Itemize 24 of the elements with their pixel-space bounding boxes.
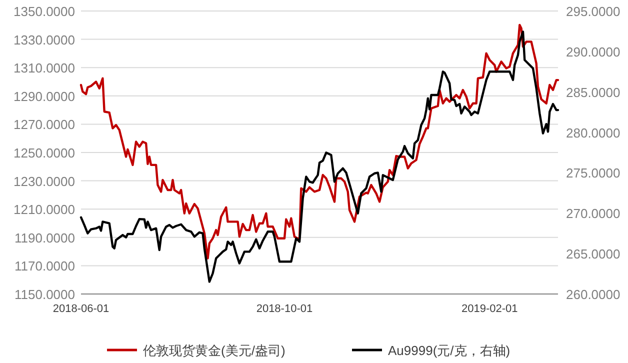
- y2-tick-label: 260.0000: [566, 287, 620, 302]
- y-tick-label: 1250.0000: [14, 146, 75, 160]
- x-tick-label: 2018-10-01: [256, 303, 313, 315]
- y-tick-label: 1330.0000: [14, 32, 75, 48]
- y-tick-label: 1350.0000: [14, 4, 75, 19]
- y-tick-label: 1190.0000: [14, 230, 75, 246]
- y-tick-label: 1230.0000: [14, 174, 75, 189]
- y2-tick-label: 265.0000: [566, 246, 620, 262]
- x-tick-label: 2019-02-01: [461, 303, 518, 315]
- legend-label: 伦敦现货黄金(美元/盎司): [143, 343, 286, 358]
- y2-tick-label: 290.0000: [566, 44, 620, 60]
- y-tick-label: 1170.0000: [14, 258, 75, 274]
- y-tick-label: 1290.0000: [14, 88, 75, 104]
- y-tick-label: 1310.0000: [14, 60, 75, 76]
- y2-tick-label: 270.0000: [566, 206, 620, 222]
- y2-tick-label: 280.0000: [566, 125, 620, 140]
- x-tick-label: 2018-06-01: [52, 303, 110, 315]
- y-tick-label: 1270.0000: [14, 117, 75, 132]
- legend-label: Au9999(元/克，右轴): [388, 343, 510, 358]
- y-tick-label: 1150.0000: [14, 287, 75, 302]
- y2-tick-label: 295.0000: [566, 4, 620, 19]
- y-tick-label: 1210.0000: [14, 202, 75, 218]
- y2-tick-label: 275.0000: [566, 166, 620, 181]
- y2-tick-label: 285.0000: [566, 84, 620, 100]
